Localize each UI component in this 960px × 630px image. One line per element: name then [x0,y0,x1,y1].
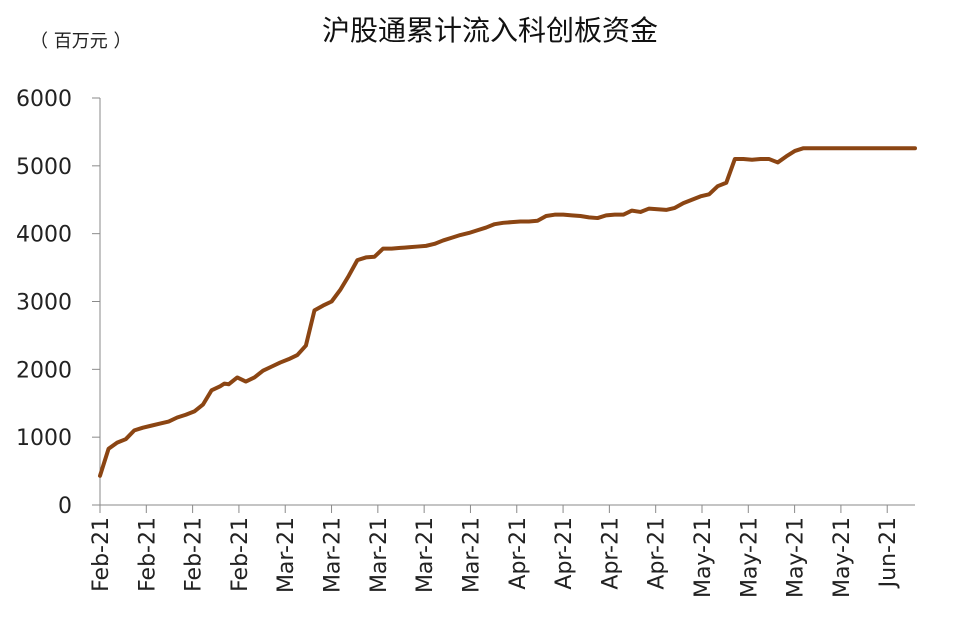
x-tick-label: Apr-21 [552,517,577,590]
x-tick-label: Apr-21 [645,517,670,590]
x-tick-label: Feb-21 [182,517,207,592]
x-tick-label: May-21 [691,517,716,598]
unit-label: （ 百万元 ） [30,31,131,52]
x-tick-label: Apr-21 [506,517,531,590]
y-tick-label: 1000 [16,426,72,451]
x-tick-label: May-21 [830,517,855,598]
chart-title: 沪股通累计流入科创板资金 [322,14,658,47]
x-tick-label: Mar-21 [321,517,346,593]
x-tick-label: May-21 [784,517,809,598]
y-tick-label: 6000 [16,87,72,112]
x-tick-label: Mar-21 [459,517,484,593]
y-tick-label: 4000 [16,223,72,248]
x-tick-label: May-21 [737,517,762,598]
y-axis-ticks: 0 1000 2000 3000 4000 5000 6000 [16,87,100,519]
y-tick-label: 0 [58,494,72,519]
x-tick-label: Jun-21 [876,517,901,589]
x-tick-label: Mar-21 [367,517,392,593]
x-tick-label: Feb-21 [89,517,114,592]
x-axis-ticks: Feb-21 Feb-21 Feb-21 Feb-21 Mar-21 Mar-21 Mar-… [89,505,901,598]
x-tick-label: Apr-21 [598,517,623,590]
y-tick-label: 5000 [16,155,72,180]
x-tick-label: Mar-21 [274,517,299,593]
y-tick-label: 2000 [16,358,72,383]
y-tick-label: 3000 [16,291,72,316]
x-tick-label: Feb-21 [228,517,253,592]
x-tick-label: Mar-21 [413,517,438,593]
series-line [98,146,917,478]
x-tick-label: Feb-21 [135,517,160,592]
